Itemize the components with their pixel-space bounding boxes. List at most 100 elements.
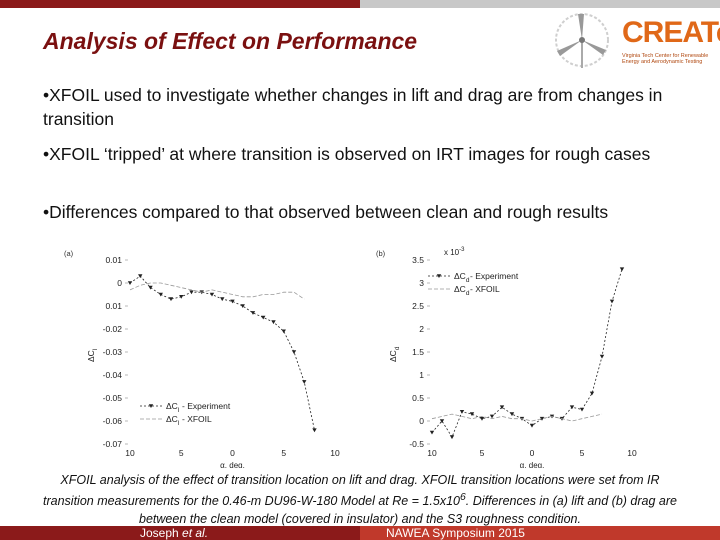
chart-b-data-point xyxy=(459,410,465,414)
chart-b-ytick-label: 2 xyxy=(419,324,424,334)
chart-a-series-xfoil-line xyxy=(129,282,305,300)
chart-b-multiplier-exp: -3 xyxy=(459,247,465,253)
chart-b-data-point xyxy=(569,405,575,410)
chart-a-ytick-label: 0.01 xyxy=(105,301,122,311)
chart-b-ytick-label: 2.5 xyxy=(412,301,424,311)
bullet-differences: •Differences compared to that observed b… xyxy=(43,202,609,222)
chart-a-data-point xyxy=(271,320,276,325)
top-accent-bar xyxy=(0,0,720,8)
chart-b-data-point xyxy=(449,435,455,440)
chart-a-ylabel: ΔCl xyxy=(86,348,99,362)
chart-b-ylabel-sub: d xyxy=(394,346,401,350)
chart-b-legend-label-0: ΔCd xyxy=(454,271,470,284)
wind-turbine-icon xyxy=(555,13,609,68)
chart-a-ytick-label: -0.07 xyxy=(103,439,123,449)
chart-a-legend-label-1-main: ΔC xyxy=(166,414,178,424)
chart-b-data-point xyxy=(539,416,545,421)
logo-wordmark: CREATe xyxy=(622,16,720,49)
chart-b-ylabel: ΔCd xyxy=(388,346,401,362)
caption-text-1: XFOIL analysis of the effect of transiti… xyxy=(43,473,660,509)
chart-b-data-point xyxy=(429,430,435,435)
chart-a-ytick-label: 0 xyxy=(117,278,122,288)
chart-a-ytick-label: 0.01 xyxy=(105,255,122,265)
chart-b-ytick-label: 0 xyxy=(419,416,424,426)
chart-b-data-point xyxy=(439,419,445,423)
chart-a-ylabel-main: ΔC xyxy=(86,350,96,362)
footer-bar-right xyxy=(360,526,720,540)
chart-a-data-point xyxy=(261,315,266,320)
drag-difference-chart: (b)3.532.521.510.50-0.510 5 0 5 10α, deg.ΔCd… xyxy=(376,247,637,468)
top-accent-bar-left xyxy=(0,0,360,8)
chart-a-ytick-label: -0.03 xyxy=(103,347,123,357)
chart-b-ytick-label: 3 xyxy=(419,278,424,288)
chart-b-xtick-label: 10 xyxy=(427,448,437,458)
chart-b-legend-suffix-0: - Experiment xyxy=(470,271,519,281)
create-logo: CREATe Virginia Tech Center for Renewabl… xyxy=(548,10,720,70)
chart-a-legend-label-0-main: ΔC xyxy=(166,401,178,411)
chart-b-legend-label-0-main: ΔC xyxy=(454,271,466,281)
chart-a-data-point xyxy=(127,281,133,285)
chart-b-multiplier: x 10-3 xyxy=(444,247,465,257)
chart-a-data-point xyxy=(179,295,184,299)
chart-b-data-point xyxy=(609,299,615,304)
chart-b-legend-marker xyxy=(436,274,442,278)
chart-b-data-point xyxy=(489,414,495,419)
chart-b-data-point xyxy=(499,405,505,410)
bullet-xfoil-investigation: •XFOIL used to investigate whether chang… xyxy=(43,85,663,129)
chart-a-data-point xyxy=(189,290,194,295)
chart-b-ytick-label: -0.5 xyxy=(409,439,424,449)
chart-b-series-experiment-line xyxy=(431,269,623,438)
chart-a-data-point xyxy=(220,297,225,302)
chart-a-xtick-label: 10 xyxy=(125,448,135,458)
chart-b-data-point xyxy=(589,391,595,396)
chart-b-ytick-label: 3.5 xyxy=(412,255,424,265)
chart-a-data-point xyxy=(138,274,143,279)
footer-author-name: Joseph xyxy=(140,526,183,540)
lift-difference-chart: (a) 0.01 0 0.01 -0.02 -0.03 -0.04 -0.05 -0.06 -0.… xyxy=(64,249,340,468)
chart-b-data-point xyxy=(619,267,625,272)
chart-b-xtick-label: 10 xyxy=(627,448,637,458)
chart-a-ytick-label: -0.02 xyxy=(103,324,123,334)
caption-text-2: . Differences in (a) lift and (b) drag a… xyxy=(139,494,677,527)
chart-a-xtick-label: 10 xyxy=(330,448,340,458)
chart-b-xlabel: α, deg. xyxy=(520,461,545,468)
chart-a-legend-suffix-0: - Experiment xyxy=(182,401,231,411)
chart-a-ylabel-sub: l xyxy=(92,348,99,350)
chart-a-data-point xyxy=(302,380,307,384)
chart-a-xlabel: α, deg. xyxy=(220,461,245,468)
chart-b-xtick-label: 5 xyxy=(480,448,485,458)
chart-a-legend-label-1-sub: l xyxy=(178,420,180,427)
chart-b-ytick-label: 1 xyxy=(419,370,424,380)
chart-b-legend-label-1: ΔCd xyxy=(454,284,470,297)
footer-author: Joseph et al. xyxy=(140,526,208,540)
chart-a-legend-marker xyxy=(148,404,154,408)
chart-b-data-point xyxy=(509,412,515,417)
chart-a-xtick-label: 5 xyxy=(281,448,286,458)
footer-bar-left xyxy=(0,526,360,540)
chart-b-ylabel-main: ΔC xyxy=(388,350,398,362)
slide-title: Analysis of Effect on Performance xyxy=(43,28,418,54)
chart-a-ytick-label: -0.05 xyxy=(103,393,123,403)
chart-b-legend-label-0-sub: d xyxy=(466,277,470,284)
chart-b-ytick-label: 0.5 xyxy=(412,393,424,403)
chart-a-data-point xyxy=(250,311,256,315)
chart-b-data-point xyxy=(579,407,585,412)
footer-event: NAWEA Symposium 2015 xyxy=(386,526,525,540)
logo-tagline: Virginia Tech Center for Renewable Energ… xyxy=(622,53,709,65)
chart-a-data-point xyxy=(240,304,245,308)
chart-b-multiplier-base: x 10 xyxy=(444,248,460,257)
chart-a-panel-label: (a) xyxy=(64,249,74,258)
chart-a-data-point xyxy=(230,299,235,304)
chart-b-data-point xyxy=(469,412,475,417)
chart-a-legend-label-0-sub: l xyxy=(178,407,180,414)
chart-b-panel-label: (b) xyxy=(376,249,386,258)
footer-author-etal: et al. xyxy=(182,526,209,540)
chart-a-data-point xyxy=(291,350,297,354)
chart-a-data-point xyxy=(209,292,215,297)
chart-b-data-point xyxy=(479,416,485,421)
figure-caption: XFOIL analysis of the effect of transiti… xyxy=(40,471,680,528)
chart-a-data-point xyxy=(312,428,317,433)
bullet-xfoil-tripped: •XFOIL ‘tripped’ at where transition is … xyxy=(43,144,651,164)
top-accent-bar-right xyxy=(360,0,720,8)
chart-b-legend-label-1-sub: d xyxy=(466,290,470,297)
